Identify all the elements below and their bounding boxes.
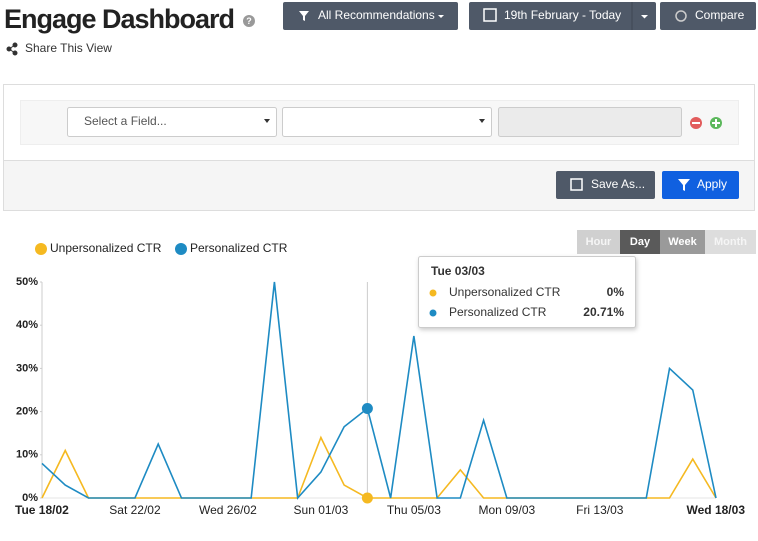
minus-glyph: [692, 122, 700, 124]
recommendations-button[interactable]: All Recommendations: [283, 2, 458, 30]
select-caret: [264, 119, 270, 123]
time-button-label: Week: [668, 236, 697, 248]
share-link[interactable]: Share This View: [25, 41, 112, 55]
history-icon: [675, 10, 687, 22]
plus-glyph: [715, 119, 717, 127]
button-label: Save As...: [591, 177, 645, 191]
x-tick-label: Mon 09/03: [478, 503, 535, 517]
legend-label: Unpersonalized CTR: [50, 241, 162, 255]
calendar-icon: [483, 8, 497, 22]
legend-marker: [175, 243, 187, 255]
y-tick-label: 40%: [16, 319, 38, 331]
button-bg: [283, 2, 458, 30]
caret: [641, 15, 648, 19]
date-range-button[interactable]: 19th February - Today: [469, 2, 656, 30]
tooltip: [418, 256, 636, 328]
compare-button[interactable]: Compare: [660, 2, 756, 30]
y-tick-label: 50%: [16, 276, 38, 288]
y-tick-label: 0%: [22, 492, 38, 504]
button-bg: [469, 2, 656, 30]
save-icon: [570, 178, 583, 191]
button-label: All Recommendations: [318, 8, 435, 22]
caret: [438, 15, 444, 18]
time-button-label: Day: [630, 236, 651, 248]
x-tick-label: Tue 18/02: [15, 503, 69, 517]
legend-marker: [35, 243, 47, 255]
tooltip-label: Unpersonalized CTR: [449, 285, 561, 299]
hover-marker: [361, 403, 373, 415]
hover-marker: [361, 492, 373, 504]
x-tick-label: Thu 05/03: [387, 503, 441, 517]
tooltip-marker: [429, 289, 437, 297]
share-icon: [6, 42, 18, 56]
save-button[interactable]: Save As...: [556, 171, 655, 199]
x-tick-label: Wed 18/03: [687, 503, 746, 517]
tooltip-value: 0%: [607, 285, 625, 299]
button-bg: [662, 171, 739, 199]
time-button-label: Month: [714, 236, 747, 248]
tooltip-marker: [429, 309, 437, 317]
series-line: [41, 435, 717, 499]
y-tick-label: 30%: [16, 362, 38, 374]
button-bg: [556, 171, 655, 199]
time-button-label: Hour: [586, 236, 612, 248]
y-tick-label: 20%: [16, 406, 38, 418]
time-button[interactable]: [705, 230, 756, 254]
operator-select[interactable]: [282, 107, 492, 137]
x-tick-label: Wed 26/02: [199, 503, 257, 517]
button-label: Apply: [697, 177, 727, 191]
button-bg: [660, 2, 756, 30]
page-title: Engage Dashboard: [4, 4, 234, 34]
help-icon-glyph: ?: [246, 16, 252, 26]
filter-icon: [678, 179, 690, 191]
x-tick-label: Fri 13/03: [576, 503, 624, 517]
x-tick-label: Sat 22/02: [109, 503, 161, 517]
tooltip-title: Tue 03/03: [431, 264, 485, 278]
tooltip-label: Personalized CTR: [449, 305, 547, 319]
series-line: [41, 281, 717, 500]
time-button[interactable]: [660, 230, 705, 254]
help-icon[interactable]: [243, 15, 255, 27]
apply-button[interactable]: Apply: [662, 171, 739, 199]
field-select[interactable]: [67, 107, 277, 137]
legend-label: Personalized CTR: [190, 241, 288, 255]
time-button[interactable]: [577, 230, 620, 254]
tooltip-value: 20.71%: [583, 305, 624, 319]
button-label: Compare: [695, 8, 745, 22]
value-input[interactable]: [498, 107, 682, 137]
field-select-placeholder: Select a Field...: [84, 114, 167, 128]
time-button[interactable]: [620, 230, 660, 254]
filter-icon: [299, 11, 309, 21]
y-tick-label: 10%: [16, 449, 38, 461]
x-tick-label: Sun 01/03: [294, 503, 349, 517]
select-caret: [479, 119, 485, 123]
button-label: 19th February - Today: [504, 8, 621, 22]
